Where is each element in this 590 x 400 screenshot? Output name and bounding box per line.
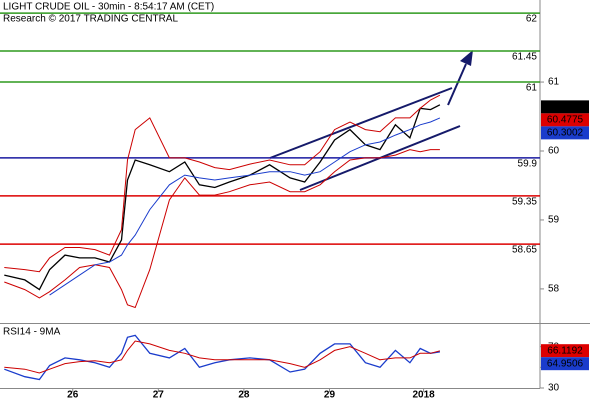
chart-subtitle: Research © 2017 TRADING CENTRAL (3, 14, 178, 25)
x-tick-label: 29 (324, 390, 336, 400)
channel-upper (269, 87, 453, 159)
y-tick-label: 60 (548, 146, 560, 157)
price-box-label: 64.9506 (547, 358, 584, 369)
level-label: 61.45 (512, 52, 537, 63)
price-box-label: 60.64 (552, 102, 577, 113)
series-line (4, 334, 441, 381)
x-tick-label: 2018 (412, 390, 435, 400)
price-box-label: 66.1192 (547, 345, 583, 356)
price-box (541, 344, 589, 358)
x-tick-label: 28 (238, 390, 250, 400)
y-tick-label: 61 (548, 77, 560, 88)
arrow-shaft (447, 63, 467, 106)
price-box-label: 60.3002 (547, 128, 584, 139)
rsi-title: RSI14 - 9MA (3, 327, 61, 338)
price-box (541, 113, 589, 127)
series-line (4, 340, 441, 374)
level-label: 61 (526, 83, 538, 94)
series-line (4, 94, 441, 273)
arrow-head (460, 50, 473, 66)
price-box-label: 60.4775 (547, 115, 584, 126)
level-label: 62 (526, 14, 538, 25)
price-box (541, 357, 589, 371)
level-label: 59.35 (512, 196, 537, 207)
level-label: 58.65 (512, 245, 537, 256)
price-box (541, 126, 589, 140)
y-tick-label: 58 (548, 284, 560, 295)
x-tick-label: 27 (153, 390, 165, 400)
y-tick-label: 30 (548, 383, 560, 394)
x-tick-label: 26 (67, 390, 79, 400)
chart-title: LIGHT CRUDE OIL - 30min - 8:54:17 AM (CE… (3, 2, 214, 13)
series-line (4, 149, 440, 309)
series-line (4, 104, 441, 291)
level-label: 59.9 (518, 159, 538, 170)
series-line (49, 117, 441, 296)
price-box (541, 100, 589, 114)
y-tick-label: 59 (548, 215, 560, 226)
